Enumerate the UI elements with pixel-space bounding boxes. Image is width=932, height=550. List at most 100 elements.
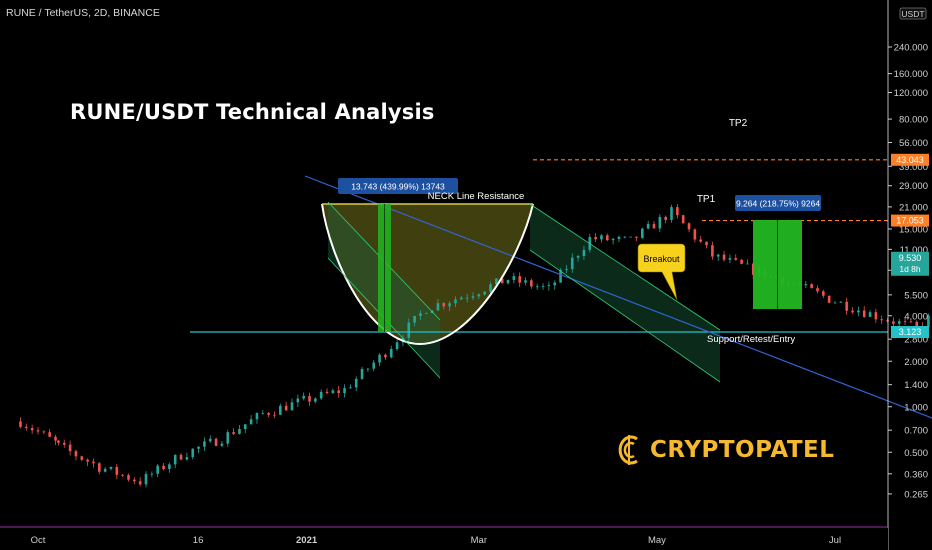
candle	[559, 268, 562, 283]
candle-body	[652, 223, 656, 229]
candle	[611, 237, 615, 245]
y-tick-label: 0.500	[904, 448, 928, 459]
candle	[366, 367, 370, 373]
candle	[851, 307, 854, 314]
y-tick-label: 2.800	[904, 335, 928, 346]
candle-body	[810, 284, 813, 289]
y-tick-label: 1.000	[904, 402, 928, 413]
candle	[168, 462, 171, 473]
candle-body	[255, 413, 259, 420]
candle-body	[816, 288, 819, 292]
candle-body	[600, 235, 603, 240]
candle	[605, 233, 609, 242]
candle-body	[366, 368, 370, 370]
candle	[48, 429, 51, 438]
candle-body	[857, 310, 860, 313]
candle	[436, 298, 440, 312]
candle	[857, 306, 860, 317]
candle-body	[407, 322, 411, 338]
candle-body	[325, 391, 329, 393]
candle	[693, 228, 697, 243]
candle	[349, 384, 352, 389]
candle-body	[874, 312, 878, 320]
candle	[512, 272, 516, 284]
candle-body	[42, 431, 46, 433]
y-tick-label: 39.000	[899, 162, 928, 173]
cup-fill	[322, 204, 533, 344]
candle	[103, 466, 107, 473]
candle-body	[693, 229, 697, 240]
candle	[442, 302, 446, 310]
candle-body	[629, 236, 632, 238]
candle	[629, 236, 632, 238]
candle	[565, 265, 568, 274]
candle-body	[892, 321, 895, 324]
tp1-label: TP1	[697, 194, 716, 205]
candle-body	[238, 428, 241, 434]
measure-label-right: 9.264 (218.75%) 9264	[735, 195, 821, 211]
candle-body	[162, 465, 165, 470]
candle-body	[279, 405, 282, 415]
pattern-shading	[322, 202, 720, 382]
candle-body	[296, 398, 300, 403]
candle-body	[845, 301, 848, 311]
breakout-text: Breakout	[643, 254, 680, 264]
price-badge-value: 17.053	[896, 216, 924, 226]
candle-body	[150, 473, 154, 475]
candle	[138, 477, 142, 487]
candle-body	[611, 238, 615, 241]
candle-body	[897, 321, 901, 324]
candle	[500, 278, 504, 284]
candle	[296, 394, 300, 408]
right-channel-bottom	[529, 249, 721, 383]
candle	[133, 477, 136, 485]
candle-body	[833, 302, 837, 304]
candle-body	[565, 269, 568, 270]
candle	[489, 281, 492, 294]
candle-body	[156, 465, 159, 474]
y-tick-label: 5.500	[904, 290, 928, 301]
candle	[576, 254, 580, 262]
y-tick-label: 160.000	[894, 69, 928, 80]
candle	[600, 234, 603, 243]
candle	[226, 429, 230, 447]
y-tick-label: 2.000	[904, 357, 928, 368]
candle	[378, 353, 381, 367]
brand-logo: CRYPTOPATEL	[618, 433, 834, 467]
candle	[722, 250, 726, 262]
candle-body	[483, 291, 486, 295]
candle-body	[716, 254, 720, 257]
candle	[343, 384, 346, 398]
price-badge: 3.123	[891, 326, 929, 338]
candle-body	[179, 454, 183, 460]
candle-body	[471, 296, 475, 298]
candle-body	[57, 440, 60, 443]
x-tick-label: Oct	[31, 535, 46, 546]
candle	[109, 466, 113, 471]
brand-coin-icon	[618, 435, 638, 465]
candle	[868, 310, 872, 318]
candle-body	[506, 279, 510, 284]
price-badge-value: 43.043	[896, 155, 924, 165]
candle	[570, 253, 574, 273]
y-tick-label: 56.000	[899, 138, 928, 149]
candle-body	[868, 312, 872, 317]
candle-body	[214, 438, 218, 446]
candle	[62, 439, 66, 448]
candle-body	[354, 378, 358, 388]
candle-body	[80, 456, 84, 460]
candle-body	[138, 481, 142, 485]
candle	[407, 318, 411, 342]
candle-body	[226, 432, 230, 444]
candle	[874, 308, 878, 323]
candle	[337, 385, 340, 398]
candle	[816, 285, 819, 294]
candle-body	[862, 310, 866, 317]
candle-body	[74, 451, 78, 457]
time-axis: Oct162021MarMayJulSepNov2022MarMayJul	[0, 526, 888, 550]
candle	[290, 398, 294, 411]
candle	[880, 315, 884, 325]
x-tick-label: Mar	[471, 535, 487, 546]
